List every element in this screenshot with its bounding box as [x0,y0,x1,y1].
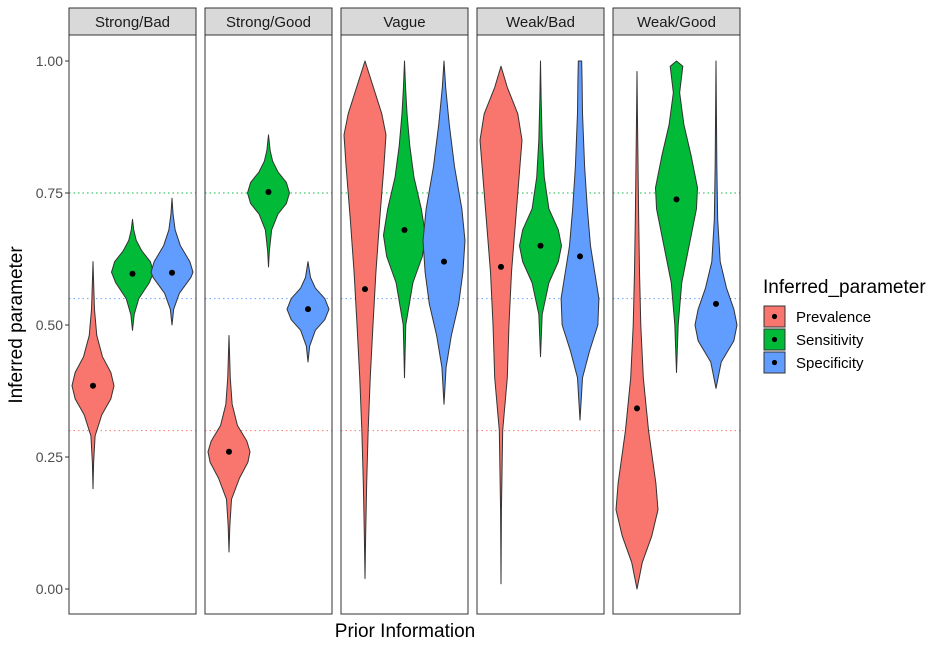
violin-prevalence [479,65,523,585]
point-prevalence [226,448,232,455]
legend: Inferred_parameter Prevalence Sensitivity… [763,277,926,374]
violin-prevalence [615,71,659,590]
legend-item-sensitivity: Sensitivity [763,328,864,351]
y-tick-label: 0.50 [36,317,63,333]
strip-label: Strong/Good [226,14,311,31]
point-specificity [305,306,311,313]
legend-key-point [771,336,778,343]
strip-label: Weak/Bad [506,14,575,31]
strip-background [340,7,469,36]
y-tick-label: 1.00 [36,53,63,69]
x-axis-title: Prior Information [335,621,475,642]
point-sensitivity [265,188,272,195]
panel-strong-good: Strong/Good [204,7,333,615]
strip-label: Strong/Bad [95,14,170,31]
legend-label: Specificity [796,355,864,372]
legend-key-point [771,359,778,366]
legend-title: Inferred_parameter [763,277,926,298]
panel-border [476,34,605,615]
legend-item-specificity: Specificity [763,351,864,374]
y-tick-label: 0.00 [36,581,63,597]
point-specificity [169,269,175,276]
point-sensitivity [673,196,680,203]
violin-prevalence [207,335,251,553]
legend-label: Prevalence [796,309,871,326]
point-sensitivity [537,242,544,249]
strip-background [476,7,605,36]
point-prevalence [498,263,504,270]
point-specificity [441,258,447,265]
panel-weak-good: Weak/Good [612,7,741,615]
violin-sensitivity [655,60,698,374]
strip-label: Weak/Good [637,14,716,31]
point-prevalence [362,286,368,293]
point-prevalence [90,382,96,389]
strip-background [68,7,197,36]
violin-sensitivity [519,60,562,358]
panel-vague: Vague [340,7,469,615]
violin-prevalence [71,261,115,490]
panel-border [340,34,469,615]
y-axis-title: Inferred parameter [6,246,27,404]
strip-background [204,7,333,36]
violin-specificity [150,197,194,326]
point-sensitivity [129,270,136,277]
legend-label: Sensitivity [796,332,864,349]
strip-background [612,7,741,36]
violin-specificity [694,60,738,389]
point-specificity [713,300,719,307]
point-sensitivity [401,226,408,233]
violin-specificity [560,60,600,421]
panel-strong-bad: Strong/Bad [68,7,197,615]
violin-prevalence [343,60,387,579]
legend-key-point [771,313,778,320]
y-tick-label: 0.75 [36,185,63,201]
y-tick-label: 0.25 [36,449,63,465]
point-specificity [577,253,583,260]
violin-specificity [422,60,466,405]
panel-border [612,34,741,615]
violin-sensitivity [247,134,290,268]
strip-label: Vague [383,14,425,31]
y-axis: 0.00 0.25 0.50 0.75 1.00 [36,53,69,597]
facet-panels: Strong/Bad Strong/Good Vague Weak/Bad Weak/G… [68,7,741,615]
panel-border [204,34,333,615]
panel-weak-bad: Weak/Bad [476,7,605,615]
legend-item-prevalence: Prevalence [763,305,871,328]
point-prevalence [634,405,640,412]
